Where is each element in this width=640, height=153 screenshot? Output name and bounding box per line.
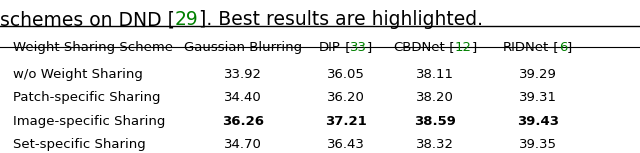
Text: 29: 29 xyxy=(175,10,198,29)
Text: 34.70: 34.70 xyxy=(224,138,262,151)
Text: 39.43: 39.43 xyxy=(516,115,559,128)
Text: 12: 12 xyxy=(454,41,472,54)
Text: 36.20: 36.20 xyxy=(326,91,365,104)
Text: RIDNet: RIDNet xyxy=(503,41,549,54)
Text: ]. Best results are highlighted.: ]. Best results are highlighted. xyxy=(198,10,483,29)
Text: 6: 6 xyxy=(559,41,567,54)
Text: Patch-specific Sharing: Patch-specific Sharing xyxy=(13,91,160,104)
Text: [: [ xyxy=(340,41,350,54)
Text: [: [ xyxy=(445,41,454,54)
Text: 38.11: 38.11 xyxy=(416,68,454,81)
Text: Weight Sharing Scheme: Weight Sharing Scheme xyxy=(13,41,173,54)
Text: 38.20: 38.20 xyxy=(416,91,454,104)
Text: 38.32: 38.32 xyxy=(416,138,454,151)
Text: Set-specific Sharing: Set-specific Sharing xyxy=(13,138,145,151)
Text: 39.29: 39.29 xyxy=(518,68,557,81)
Text: ]: ] xyxy=(567,41,572,54)
Text: 34.40: 34.40 xyxy=(225,91,262,104)
Text: 36.05: 36.05 xyxy=(326,68,365,81)
Text: 38.59: 38.59 xyxy=(414,115,456,128)
Text: Gaussian Blurring: Gaussian Blurring xyxy=(184,41,302,54)
Text: [: [ xyxy=(549,41,559,54)
Text: CBDNet: CBDNet xyxy=(394,41,445,54)
Text: 33: 33 xyxy=(350,41,367,54)
Text: 37.21: 37.21 xyxy=(324,115,367,128)
Text: 39.31: 39.31 xyxy=(518,91,557,104)
Text: 33.92: 33.92 xyxy=(224,68,262,81)
Text: ]: ] xyxy=(472,41,477,54)
Text: 39.35: 39.35 xyxy=(518,138,557,151)
Text: ]: ] xyxy=(367,41,372,54)
Text: 36.43: 36.43 xyxy=(326,138,365,151)
Text: Image-specific Sharing: Image-specific Sharing xyxy=(13,115,165,128)
Text: 36.26: 36.26 xyxy=(222,115,264,128)
Text: w/o Weight Sharing: w/o Weight Sharing xyxy=(13,68,143,81)
Text: DIP: DIP xyxy=(319,41,340,54)
Text: schemes on DND [: schemes on DND [ xyxy=(0,10,175,29)
